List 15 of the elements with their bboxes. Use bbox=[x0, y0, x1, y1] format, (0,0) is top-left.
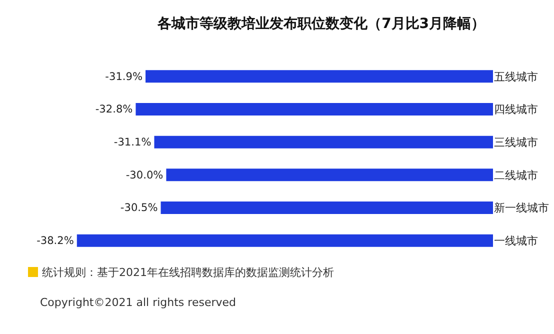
data-label: -38.2% bbox=[36, 234, 74, 247]
chart-title: 各城市等级教培业发布职位数变化（7月比3月降幅） bbox=[156, 15, 486, 32]
y-tick-label: 二线城市 bbox=[494, 168, 538, 182]
y-tick-label: 五线城市 bbox=[494, 70, 538, 84]
y-tick-label: 四线城市 bbox=[494, 103, 538, 116]
data-label: -31.9% bbox=[105, 70, 142, 83]
text: 统计规则：基于2021年在线招聘数据库的数据监测统计分析 bbox=[42, 264, 334, 280]
data-label: -32.8% bbox=[95, 104, 133, 116]
text: Copyright©2021 all rights reserved bbox=[39, 296, 237, 309]
y-tick-label: 一线城市 bbox=[494, 234, 538, 248]
data-label: -30.0% bbox=[126, 169, 164, 182]
y-tick-label: 新一线城市 bbox=[494, 202, 549, 215]
data-label: -30.5% bbox=[120, 202, 158, 214]
y-tick-label: 三线城市 bbox=[494, 136, 538, 149]
data-label: -31.1% bbox=[114, 136, 152, 148]
